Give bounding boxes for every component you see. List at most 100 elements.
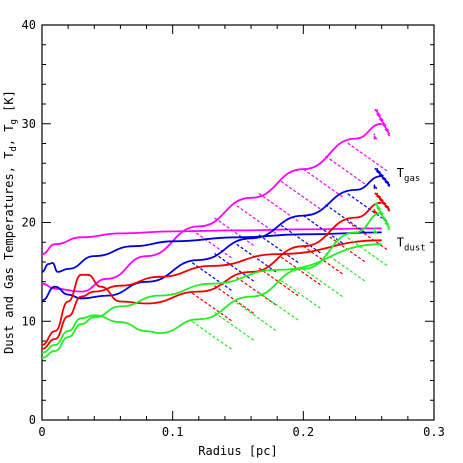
y-axis-label-base: Dust and Gas Temperatures, T xyxy=(2,152,16,354)
scatter-point xyxy=(376,202,379,205)
series-line-blue-gas xyxy=(41,175,382,302)
scatter-point xyxy=(376,167,379,170)
series-streak xyxy=(347,221,388,250)
y-tick-label: 0 xyxy=(29,413,36,427)
x-tick-label: 0.1 xyxy=(162,425,184,439)
series-streak xyxy=(236,205,277,234)
scatter-point xyxy=(373,209,376,211)
y-axis-label: Dust and Gas Temperatures, Td, Tg [K] xyxy=(2,90,19,354)
scatter-point xyxy=(375,231,378,234)
annotation-T_gas: Tgas xyxy=(397,166,421,184)
series-streak xyxy=(325,155,366,185)
series-streak xyxy=(214,285,255,314)
scatter-point xyxy=(388,226,391,229)
scatter-point xyxy=(373,184,376,187)
scatter-point xyxy=(375,137,378,140)
scatter-point xyxy=(384,218,387,220)
series-streak xyxy=(258,267,299,297)
scatter-point xyxy=(388,209,391,212)
series-streak xyxy=(302,268,343,298)
scatter-point xyxy=(388,208,391,211)
scatter-point xyxy=(375,211,378,214)
series-streak xyxy=(347,193,388,222)
axis-ticks: 0 0.1 0.2 0.3 0 10 20 30 40 xyxy=(22,18,445,439)
scatter-point xyxy=(388,132,391,135)
series-streak xyxy=(280,280,321,309)
series-line-green-dust xyxy=(41,243,382,359)
series-streak xyxy=(347,237,388,266)
y-tick-label: 10 xyxy=(22,314,36,328)
series-streak xyxy=(214,311,255,341)
scatter-point xyxy=(381,199,384,202)
plot-frame xyxy=(41,24,435,421)
series-streak xyxy=(258,291,299,321)
x-tick-label: 0 xyxy=(38,425,45,439)
series-streak xyxy=(236,243,277,273)
scatter-point xyxy=(376,192,379,195)
scatter-point xyxy=(388,228,391,231)
scatter-point xyxy=(375,187,378,189)
scatter-point xyxy=(373,133,376,136)
series-line-magenta-gas xyxy=(41,122,382,293)
scatter-point xyxy=(387,181,390,184)
y-tick-label: 20 xyxy=(22,216,36,230)
annotation-main: T xyxy=(397,235,404,249)
scatter-point xyxy=(379,114,381,116)
y-tick-label: 30 xyxy=(22,117,36,131)
y-axis-label-unit: [K] xyxy=(2,90,16,119)
y-axis-label-sep: , T xyxy=(2,124,16,146)
x-tick-label: 0.2 xyxy=(292,425,314,439)
scatter-point xyxy=(384,178,387,180)
series-streak xyxy=(325,204,366,233)
scatter-point xyxy=(387,206,390,209)
y-tick-label: 40 xyxy=(22,18,36,32)
series-streak xyxy=(236,302,277,331)
scatter-point xyxy=(388,134,391,137)
scatter-point xyxy=(387,223,390,226)
annotation-sub: gas xyxy=(404,174,420,184)
series-line-red-gas xyxy=(41,201,382,346)
scatter-point xyxy=(384,202,387,205)
series-layer xyxy=(41,109,391,359)
scatter-point xyxy=(388,183,391,186)
series-streak xyxy=(236,276,277,306)
y-axis-label-sub-g: g xyxy=(9,119,19,124)
scatter-point xyxy=(376,109,379,111)
y-axis-label-sub-d: d xyxy=(9,146,19,151)
series-line-red-dust xyxy=(41,239,382,350)
scatter-point xyxy=(381,119,384,122)
series-line-magenta-dust xyxy=(41,227,382,255)
scatter-point xyxy=(387,129,390,132)
series-streak xyxy=(280,224,321,254)
series-line-blue-dust xyxy=(41,231,382,273)
x-axis-label: Radius [pc] xyxy=(198,444,277,458)
series-streak xyxy=(280,256,321,286)
scatter-point xyxy=(388,184,391,187)
scatter-point xyxy=(379,196,381,198)
series-streak xyxy=(302,215,343,244)
annotation-main: T xyxy=(397,166,404,180)
scatter-point xyxy=(379,207,381,210)
scatter-point xyxy=(384,124,387,127)
series-streak xyxy=(258,234,299,264)
annotation-sub: dust xyxy=(404,243,426,253)
series-streak xyxy=(214,217,255,246)
series-streak xyxy=(214,253,255,282)
series-streak xyxy=(347,142,388,172)
scatter-point xyxy=(373,227,376,230)
series-streak xyxy=(325,252,366,282)
annotation-T_dust: Tdust xyxy=(397,235,426,253)
series-streak xyxy=(280,180,321,210)
series-line-green-gas xyxy=(41,211,382,354)
series-streak xyxy=(191,229,232,259)
scatter-point xyxy=(381,213,384,215)
series-streak xyxy=(258,193,299,222)
series-streak xyxy=(325,233,366,263)
series-streak xyxy=(302,168,343,198)
scatter-point xyxy=(379,171,381,174)
scatter-point xyxy=(381,174,384,177)
series-streak xyxy=(191,292,232,322)
x-tick-label: 0.3 xyxy=(423,425,445,439)
